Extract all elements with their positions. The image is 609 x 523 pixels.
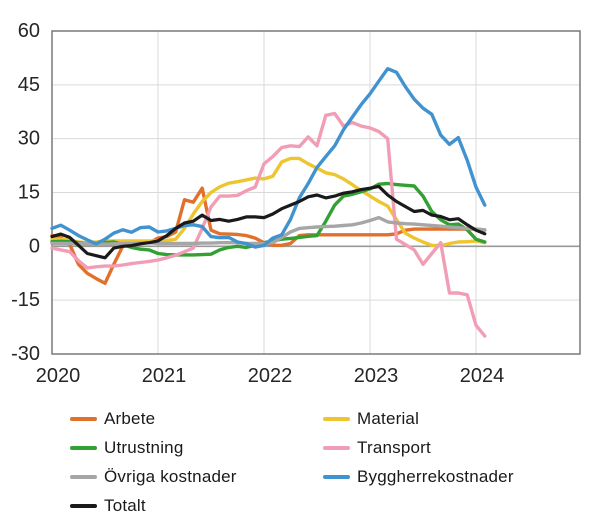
legend-swatch-transport	[323, 445, 350, 450]
legend-item-ovriga-kostnader: Övriga kostnader	[70, 467, 323, 487]
series-line-byggherrekostnader	[50, 66, 487, 249]
gridlines	[52, 31, 580, 354]
y-tick-label: 0	[29, 235, 40, 257]
legend-item-totalt: Totalt	[70, 496, 323, 516]
x-axis-labels: 2020 2021 2022 2023 2024	[36, 365, 505, 387]
legend-label-totalt: Totalt	[104, 495, 146, 515]
x-tick-label: 2021	[142, 365, 187, 387]
legend-label-arbete: Arbete	[104, 408, 156, 428]
series-line-transport	[50, 111, 487, 338]
legend-swatch-arbete	[70, 416, 97, 421]
y-tick-label: -15	[11, 289, 40, 311]
series-lines	[50, 66, 487, 338]
plot-border	[51, 30, 581, 355]
y-tick-label: 45	[18, 74, 40, 96]
y-tick-label: 30	[18, 128, 40, 150]
x-tick-label: 2023	[354, 365, 399, 387]
legend-label-byggherrekostnader: Byggherrekostnader	[357, 466, 514, 486]
legend-label-material: Material	[357, 408, 420, 428]
legend-item-arbete: Arbete	[70, 409, 323, 429]
legend-item-transport: Transport	[323, 438, 600, 458]
x-tick-label: 2020	[36, 365, 81, 387]
legend-label-ovriga-kostnader: Övriga kostnader	[104, 466, 237, 486]
x-tick-label: 2024	[460, 365, 505, 387]
legend-item-material: Material	[323, 409, 600, 429]
legend-swatch-utrustning	[70, 445, 97, 450]
x-tick-label: 2022	[248, 365, 293, 387]
chart-legend: Arbete Material Utrustning Transport Övr…	[70, 404, 600, 520]
series-line-material	[50, 156, 487, 248]
legend-item-utrustning: Utrustning	[70, 438, 323, 458]
series-line-arbete	[50, 186, 487, 285]
series-line-totalt	[50, 184, 487, 260]
legend-swatch-byggherrekostnader	[323, 474, 350, 479]
legend-swatch-ovriga-kostnader	[70, 474, 97, 479]
y-tick-label: -30	[11, 343, 40, 365]
y-tick-label: 60	[18, 20, 40, 42]
y-axis-labels: 60 45 30 15 0 -15 -30	[11, 20, 40, 365]
legend-item-byggherrekostnader: Byggherrekostnader	[323, 467, 600, 487]
y-tick-label: 15	[18, 182, 40, 204]
legend-label-transport: Transport	[357, 437, 431, 457]
legend-swatch-totalt	[70, 503, 97, 508]
legend-swatch-material	[323, 416, 350, 421]
legend-label-utrustning: Utrustning	[104, 437, 184, 457]
